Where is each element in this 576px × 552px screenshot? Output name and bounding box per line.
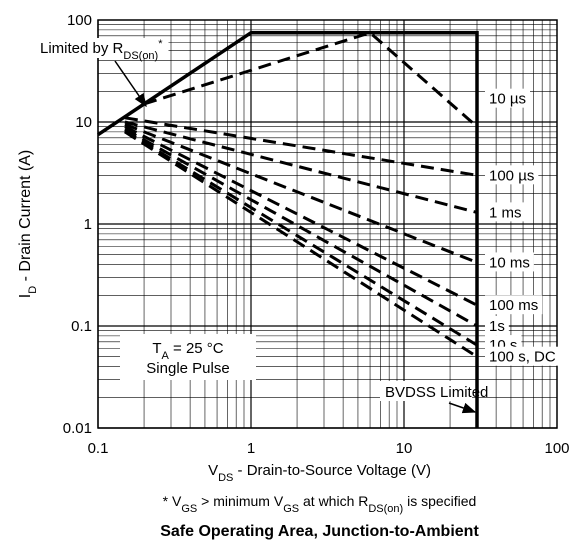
- curve-label: 100 µs: [485, 165, 539, 185]
- soa-boundary: [97, 30, 479, 428]
- svg-text:10 ms: 10 ms: [489, 254, 530, 271]
- limited-by-arrow: [114, 60, 147, 108]
- svg-text:BVDSS Limited: BVDSS Limited: [385, 384, 488, 401]
- soa-curves: [124, 31, 478, 358]
- tick-labels: 0.1 1 10 100 0.01 0.1 1 10 100: [63, 12, 570, 457]
- plot-frame: [97, 19, 558, 429]
- soa-curve-100-s-dc: [124, 130, 478, 358]
- svg-text:100 µs: 100 µs: [489, 167, 534, 184]
- curve-label: 100 s, DC: [485, 346, 560, 366]
- single-pulse-label: Single Pulse: [146, 360, 229, 377]
- svg-text:1s: 1s: [489, 318, 505, 335]
- footnote: * VGS > minimum VGS at which RDS(on) is …: [163, 493, 477, 515]
- x-tick-label: 0.1: [88, 440, 109, 457]
- y-tick-label: 0.01: [63, 420, 92, 437]
- svg-text:100 ms: 100 ms: [489, 297, 538, 314]
- x-tick-label: 1: [247, 440, 255, 457]
- bvdss-arrow: [448, 402, 477, 414]
- soa-curve-10-ms: [124, 122, 478, 264]
- x-axis-label: VDS - Drain-to-Source Voltage (V): [208, 462, 431, 484]
- axis-titles: ID - Drain Current (A) VDS - Drain-to-Sou…: [17, 150, 479, 540]
- soa-curve-100-ms: [124, 125, 478, 307]
- soa-boundary-line: [97, 30, 479, 428]
- bvdss-limited-label: BVDSS Limited: [380, 381, 488, 401]
- soa-curve-1s: [124, 127, 478, 328]
- svg-text:100 s, DC: 100 s, DC: [489, 349, 556, 366]
- y-tick-label: 0.1: [71, 318, 92, 335]
- chart-title: Safe Operating Area, Junction-to-Ambient: [160, 523, 479, 540]
- y-tick-label: 10: [75, 114, 92, 131]
- x-tick-label: 100: [544, 440, 569, 457]
- curve-label: 1 ms: [485, 202, 526, 222]
- svg-text:Limited by RDS(on)*: Limited by RDS(on)*: [40, 38, 163, 62]
- y-tick-label: 1: [84, 216, 92, 233]
- curve-label: 10 ms: [485, 252, 534, 272]
- x-tick-label: 10: [396, 440, 413, 457]
- limited-by-rdson-label: Limited by RDS(on)*: [36, 38, 169, 62]
- y-axis-label: ID - Drain Current (A): [17, 150, 39, 298]
- y-tick-label: 100: [67, 12, 92, 29]
- curve-label: 100 ms: [485, 295, 543, 315]
- svg-text:10 µs: 10 µs: [489, 91, 526, 108]
- curve-label: 10 µs: [485, 88, 530, 108]
- soa-curve-1-ms: [124, 120, 478, 214]
- soa-curve-10-s: [124, 129, 478, 347]
- svg-text:1 ms: 1 ms: [489, 204, 522, 221]
- ambient-temperature-label: TA = 25 °C: [152, 340, 223, 362]
- soa-curve-10-s: [143, 31, 478, 128]
- curve-label: 1s: [485, 316, 509, 335]
